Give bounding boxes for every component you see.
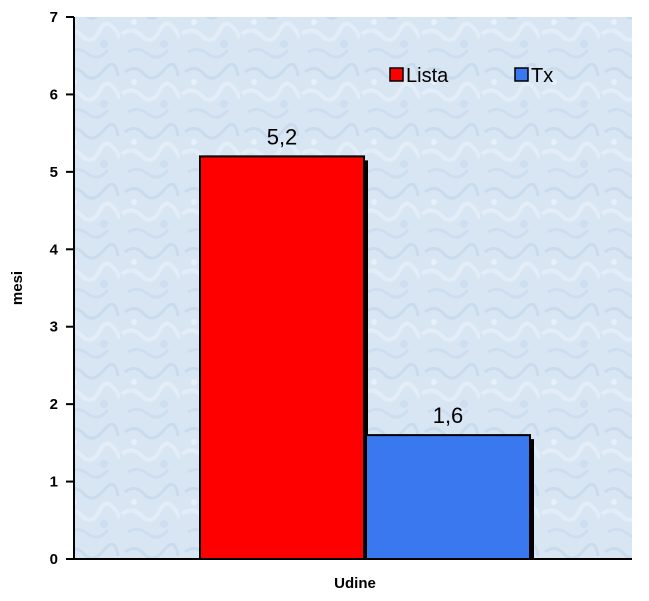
- y-tick-label: 1: [50, 474, 58, 491]
- y-tick-label: 7: [50, 9, 58, 26]
- y-tick-label: 0: [50, 551, 58, 568]
- x-axis-title: Udine: [334, 575, 376, 592]
- legend-swatch-lista: [389, 67, 404, 82]
- legend-label-tx: Tx: [531, 65, 553, 87]
- y-tick-label: 3: [50, 319, 58, 336]
- bars-group: [199, 155, 534, 560]
- y-tick-label: 5: [50, 164, 58, 181]
- y-axis-title: mesi: [9, 271, 26, 305]
- y-ticks-group: 0 1 2 3 4 5 6 7: [50, 9, 74, 568]
- data-label-tx: 1,6: [433, 403, 464, 428]
- y-tick-label: 6: [50, 86, 58, 103]
- legend: Lista Tx: [389, 65, 553, 87]
- bar-lista: [199, 155, 365, 560]
- data-labels-group: 5,2 1,6: [267, 124, 464, 428]
- bar-tx: [365, 434, 531, 560]
- y-tick-label: 4: [50, 241, 59, 258]
- data-label-lista: 5,2: [267, 124, 298, 149]
- legend-label-lista: Lista: [406, 65, 449, 87]
- y-tick-label: 2: [50, 396, 58, 413]
- legend-swatch-tx: [514, 67, 529, 82]
